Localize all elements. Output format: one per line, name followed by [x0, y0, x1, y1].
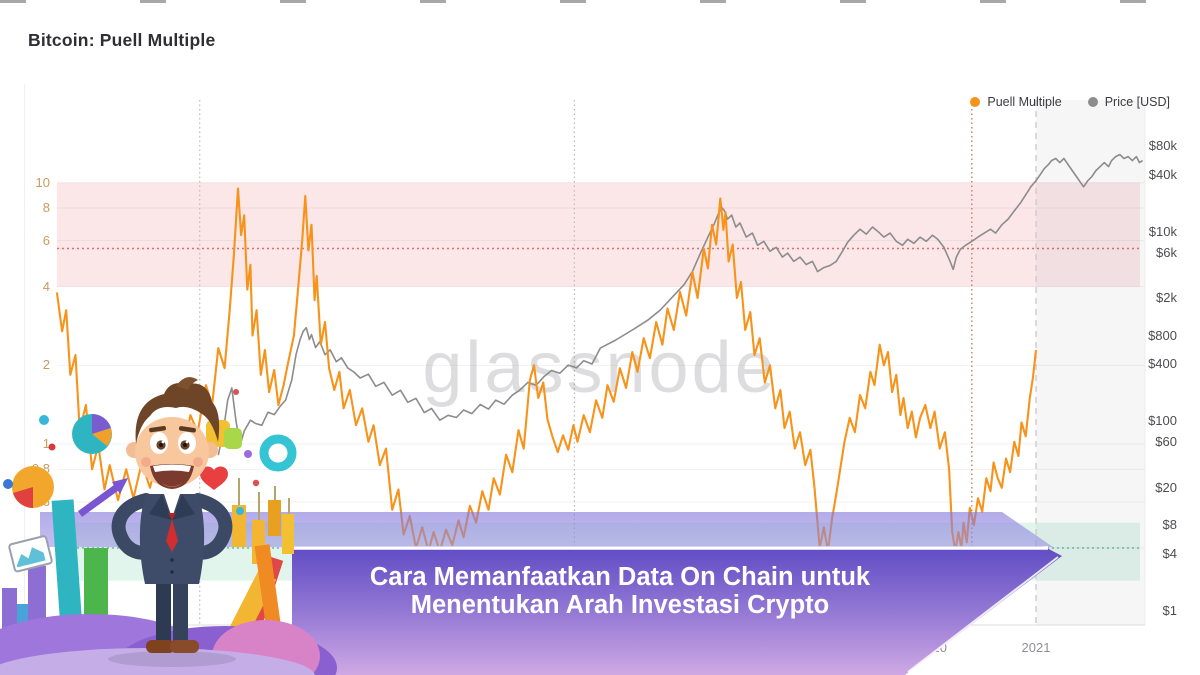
axis-tick-label: 6 — [42, 232, 50, 248]
legend-item-price-usd[interactable]: Price [USD] — [1087, 95, 1170, 109]
chart-card-border — [24, 84, 25, 664]
banner-headline-line2: Menentukan Arah Investasi Crypto — [411, 591, 829, 619]
heart-icon — [200, 466, 228, 490]
axis-tick-label: 1 — [42, 436, 50, 451]
glassnode-watermark: glassnode — [422, 328, 777, 408]
pie-chart-icon — [12, 466, 54, 508]
headline-banner: Cara Memanfaatkan Data On Chain untuk Me… — [292, 546, 1062, 675]
axis-tick-label: $80k — [1148, 138, 1177, 154]
axis-tick-label: 2021 — [1021, 640, 1051, 655]
growth-arrow-icon — [77, 478, 128, 517]
puell-multiple-line[interactable] — [55, 187, 1038, 552]
puell-legend-dot-icon — [970, 97, 981, 107]
axis-tick-label: $800 — [1148, 327, 1177, 343]
axis-tick-label: $60 — [1155, 434, 1177, 450]
pie-chart-icon — [72, 414, 112, 454]
axis-tick-label: $2k — [1156, 290, 1177, 306]
banner-headline-line1: Cara Memanfaatkan Data On Chain untuk — [370, 563, 871, 591]
axis-tick-label: $20 — [1155, 479, 1177, 495]
axis-tick-label: $10k — [1148, 224, 1177, 239]
donut-ring-icon — [259, 434, 297, 472]
price-legend-dot-icon — [1087, 97, 1098, 107]
ytd-shaded-region — [1036, 100, 1145, 625]
cropped-top-edge-artifact — [0, 0, 1200, 3]
axis-tick-label: 4 — [42, 278, 50, 294]
chart-legend: Puell Multiple Price [USD] — [970, 95, 1170, 109]
legend-label: Price [USD] — [1104, 95, 1170, 109]
page-title: Bitcoin: Puell Multiple — [28, 30, 216, 50]
axis-tick-label: $1 — [1162, 602, 1177, 618]
legend-label: Puell Multiple — [987, 95, 1062, 109]
axis-tick-label: $400 — [1148, 356, 1177, 372]
axis-tick-label: 10 — [35, 174, 50, 190]
axis-tick-label: $8 — [1162, 517, 1177, 533]
price-usd-line[interactable] — [217, 153, 1144, 456]
axis-tick-label: 8 — [42, 200, 50, 216]
axis-tick-label: $100 — [1148, 413, 1177, 429]
mini-chart-card-icon — [8, 535, 53, 573]
axis-tick-label: $4 — [1162, 545, 1177, 561]
legend-item-puell-multiple[interactable]: Puell Multiple — [970, 95, 1062, 109]
mascot-character — [108, 377, 236, 667]
axis-tick-label: $40k — [1148, 166, 1177, 182]
axis-tick-label: $6k — [1156, 245, 1177, 260]
axis-tick-label: 2 — [42, 357, 50, 373]
